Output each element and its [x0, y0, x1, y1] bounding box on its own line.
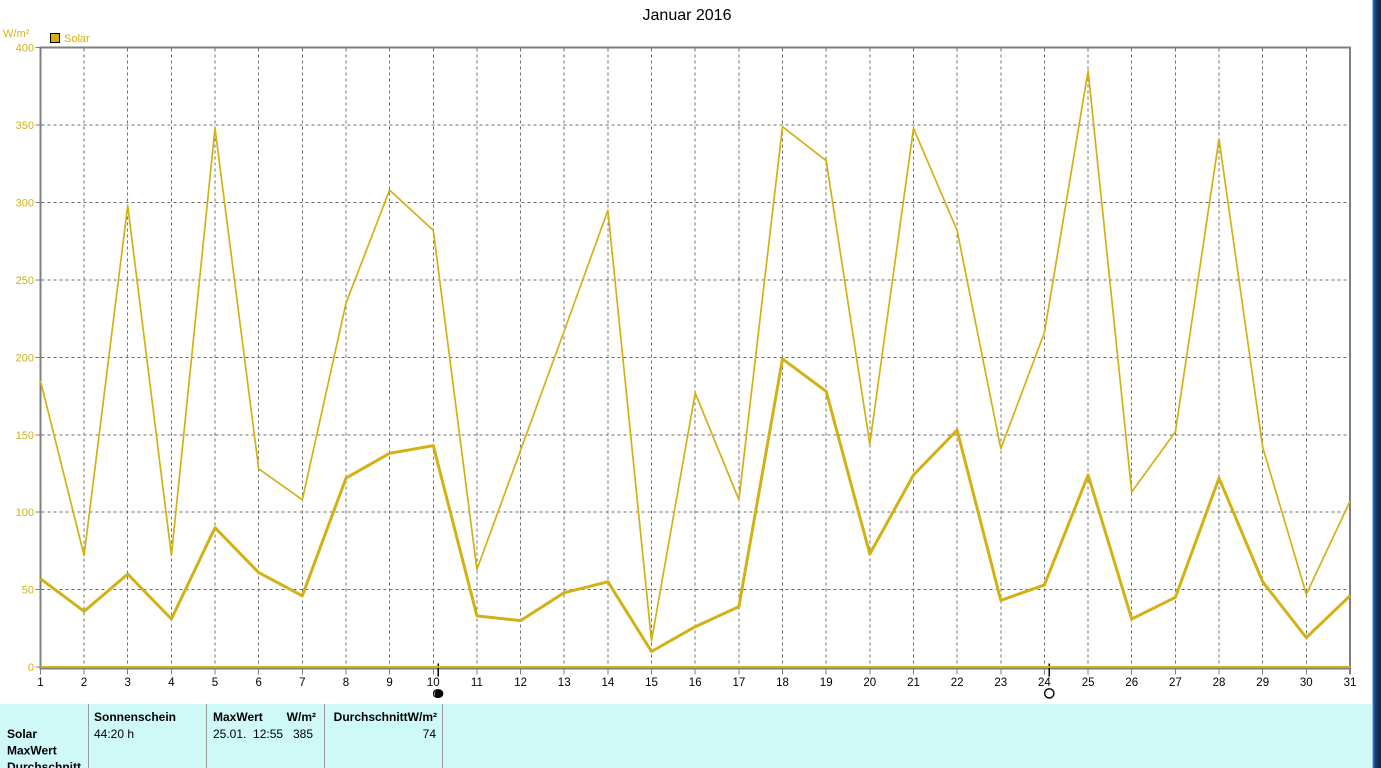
svg-text:9: 9: [386, 677, 392, 689]
svg-text:200: 200: [16, 352, 34, 364]
svg-text:16: 16: [689, 677, 702, 689]
svg-text:14: 14: [602, 677, 615, 689]
svg-text:100: 100: [16, 507, 34, 519]
svg-text:21: 21: [907, 677, 920, 689]
svg-text:12: 12: [514, 677, 527, 689]
svg-text:24: 24: [1038, 677, 1051, 689]
svg-text:13: 13: [558, 677, 571, 689]
svg-text:MaxWert: MaxWert: [7, 744, 57, 758]
svg-text:5: 5: [212, 677, 218, 689]
svg-text:W/m²: W/m²: [287, 710, 316, 724]
svg-text:2: 2: [81, 677, 87, 689]
svg-text:74: 74: [423, 727, 437, 741]
svg-text:0: 0: [28, 662, 34, 674]
svg-text:Durchschnitt: Durchschnitt: [7, 760, 81, 768]
svg-text:28: 28: [1213, 677, 1226, 689]
svg-text:Solar: Solar: [7, 727, 37, 741]
svg-text:350: 350: [16, 120, 34, 132]
svg-text:10: 10: [427, 677, 440, 689]
svg-text:31: 31: [1344, 677, 1357, 689]
svg-text:29: 29: [1256, 677, 1269, 689]
svg-text:Januar 2016: Januar 2016: [643, 7, 732, 24]
svg-text:1: 1: [37, 677, 43, 689]
svg-text:44:20 h: 44:20 h: [94, 727, 134, 741]
svg-text:400: 400: [16, 43, 34, 55]
svg-text:3: 3: [124, 677, 130, 689]
svg-text:DurchschnittW/m²: DurchschnittW/m²: [334, 710, 437, 724]
svg-text:150: 150: [16, 430, 34, 442]
svg-text:8: 8: [343, 677, 349, 689]
svg-text:300: 300: [16, 198, 34, 210]
svg-text:7: 7: [299, 677, 305, 689]
svg-text:23: 23: [994, 677, 1007, 689]
svg-text:15: 15: [645, 677, 658, 689]
svg-text:25: 25: [1082, 677, 1095, 689]
svg-text:Sonnenschein: Sonnenschein: [94, 710, 176, 724]
svg-text:22: 22: [951, 677, 964, 689]
svg-text:18: 18: [776, 677, 789, 689]
svg-text:W/m²: W/m²: [3, 28, 30, 40]
svg-text:17: 17: [733, 677, 746, 689]
svg-text:20: 20: [863, 677, 876, 689]
svg-text:250: 250: [16, 275, 34, 287]
svg-text:26: 26: [1125, 677, 1138, 689]
svg-text:30: 30: [1300, 677, 1313, 689]
svg-text:19: 19: [820, 677, 833, 689]
svg-text:27: 27: [1169, 677, 1182, 689]
svg-text:Solar: Solar: [64, 33, 90, 45]
svg-text:6: 6: [255, 677, 261, 689]
svg-text:50: 50: [22, 585, 34, 597]
svg-text:4: 4: [168, 677, 175, 689]
svg-text:11: 11: [471, 677, 483, 689]
svg-text:25.01. 12:55: 25.01. 12:55: [213, 727, 283, 741]
svg-text:MaxWert: MaxWert: [213, 710, 263, 724]
svg-text:385: 385: [293, 727, 313, 741]
